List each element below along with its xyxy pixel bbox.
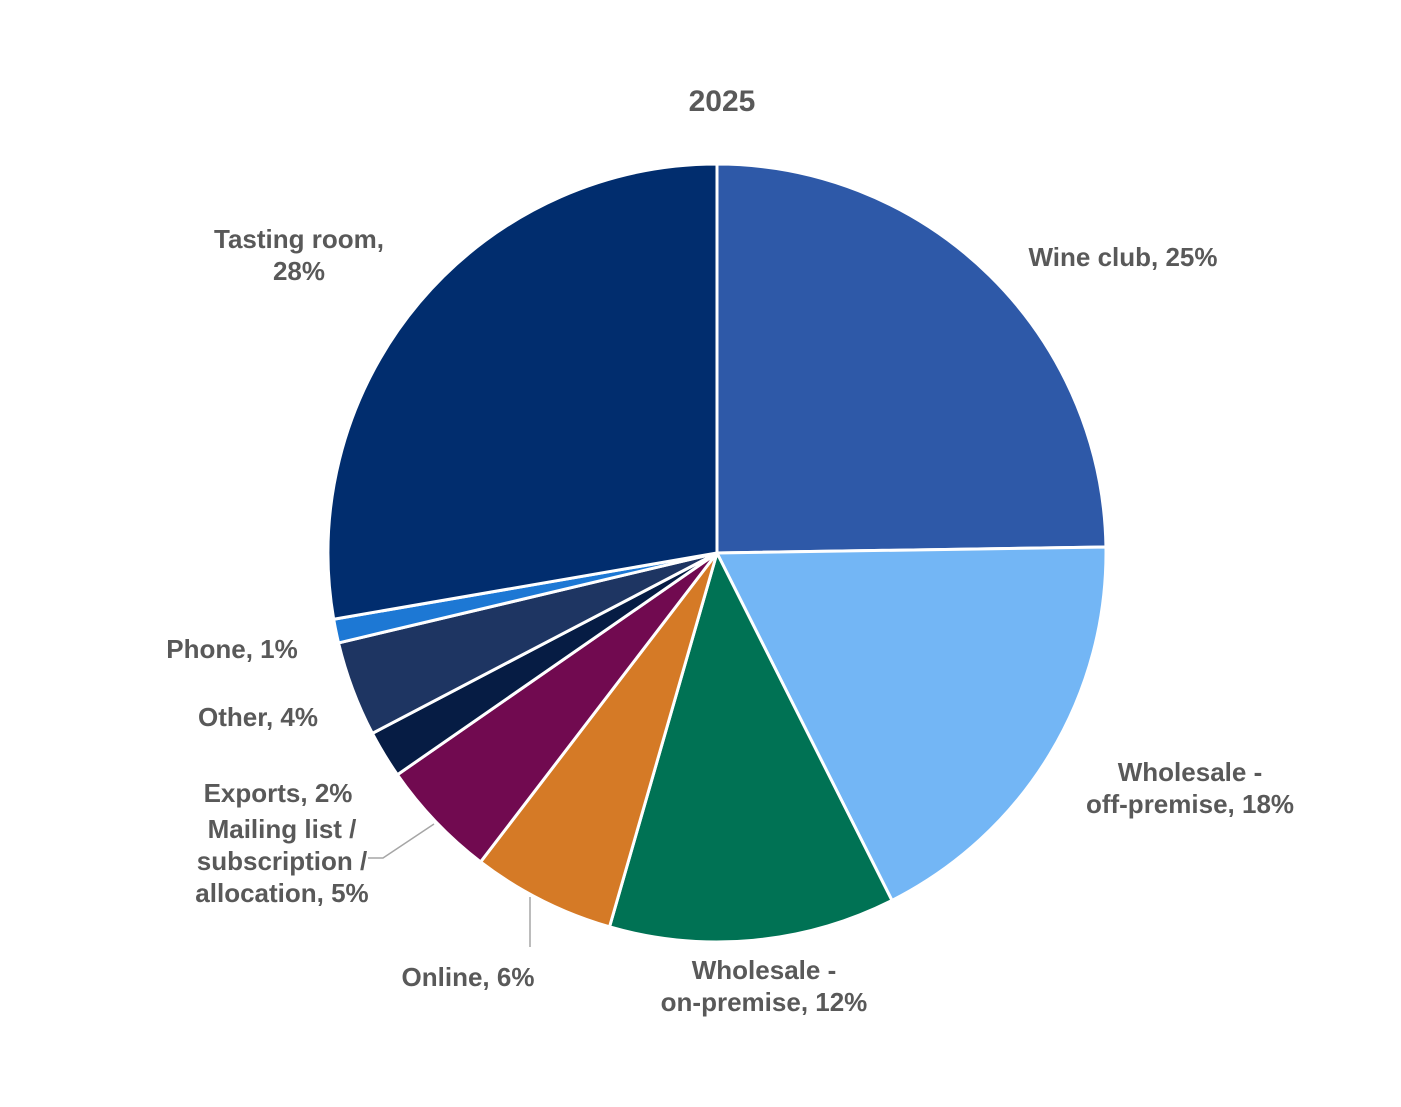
pie-slice-wholesale-on-premise xyxy=(608,551,894,944)
data-label-exports: Exports, 2% xyxy=(204,778,353,808)
pie-slice-tasting-room xyxy=(326,162,719,621)
data-label-wholesale-on-premise: Wholesale -on-premise, 12% xyxy=(661,955,868,1017)
pie-slice-online xyxy=(479,551,719,929)
leader-lines-layer xyxy=(368,823,531,947)
data-label-mailing-list-subscription-allocation: Mailing list / subscription / allocation, … xyxy=(195,814,368,908)
data-label-other: Other, 4% xyxy=(198,702,318,732)
slices-layer xyxy=(326,162,1108,944)
leader-line-mailing-list-subscription-allocation xyxy=(368,823,435,859)
data-label-tasting-room: Tasting room, 28% xyxy=(214,224,384,286)
data-label-online: Online, 6% xyxy=(402,962,535,992)
chart-title: 2025 xyxy=(689,85,756,118)
data-label-wine-club: Wine club, 25% xyxy=(1028,242,1217,272)
pie-slice-wholesale-off-premise xyxy=(715,545,1108,902)
data-label-wholesale-off-premise: Wholesale -off-premise, 18% xyxy=(1086,757,1294,819)
data-label-phone: Phone, 1% xyxy=(166,634,297,664)
pie-slice-wine-club xyxy=(715,162,1108,555)
labels-layer: Wine club, 25% Wholesale -off-premise, 18… xyxy=(166,224,1294,1017)
